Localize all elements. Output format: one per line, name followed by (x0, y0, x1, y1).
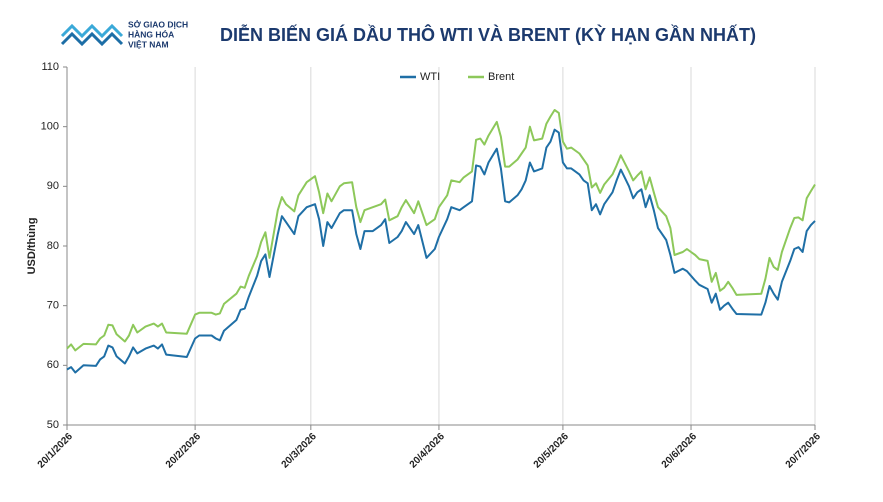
logo-text: SỞ GIAO DỊCH (128, 18, 188, 29)
x-tick-label: 20/2/2026 (164, 431, 204, 471)
x-tick-label: 20/1/2026 (36, 431, 76, 471)
legend-label: Brent (488, 71, 514, 83)
chart-title: DIỄN BIẾN GIÁ DẦU THÔ WTI VÀ BRENT (KỲ H… (220, 24, 756, 45)
line-series (66, 109, 816, 352)
y-tick-label: 100 (41, 121, 59, 133)
x-tick-label: 20/6/2026 (660, 431, 700, 471)
line-series (66, 128, 816, 374)
x-tick-label: 20/3/2026 (280, 431, 320, 471)
y-tick-label: 50 (47, 419, 59, 431)
legend-label: WTI (420, 71, 440, 83)
y-tick-label: 60 (47, 359, 59, 371)
y-tick-label: 70 (47, 300, 59, 312)
x-tick-label: 20/5/2026 (532, 431, 572, 471)
y-tick-label: 110 (41, 61, 59, 73)
logo-text: HÀNG HÓA (128, 28, 174, 39)
y-tick-label: 90 (47, 180, 59, 192)
x-tick-label: 20/4/2026 (408, 431, 448, 471)
x-tick-label: 20/7/2026 (784, 431, 824, 471)
logo-text: VIỆT NAM (128, 38, 169, 49)
y-axis-label: USD/thùng (26, 218, 38, 275)
logo-icon (60, 23, 124, 47)
y-tick-label: 80 (47, 240, 59, 252)
